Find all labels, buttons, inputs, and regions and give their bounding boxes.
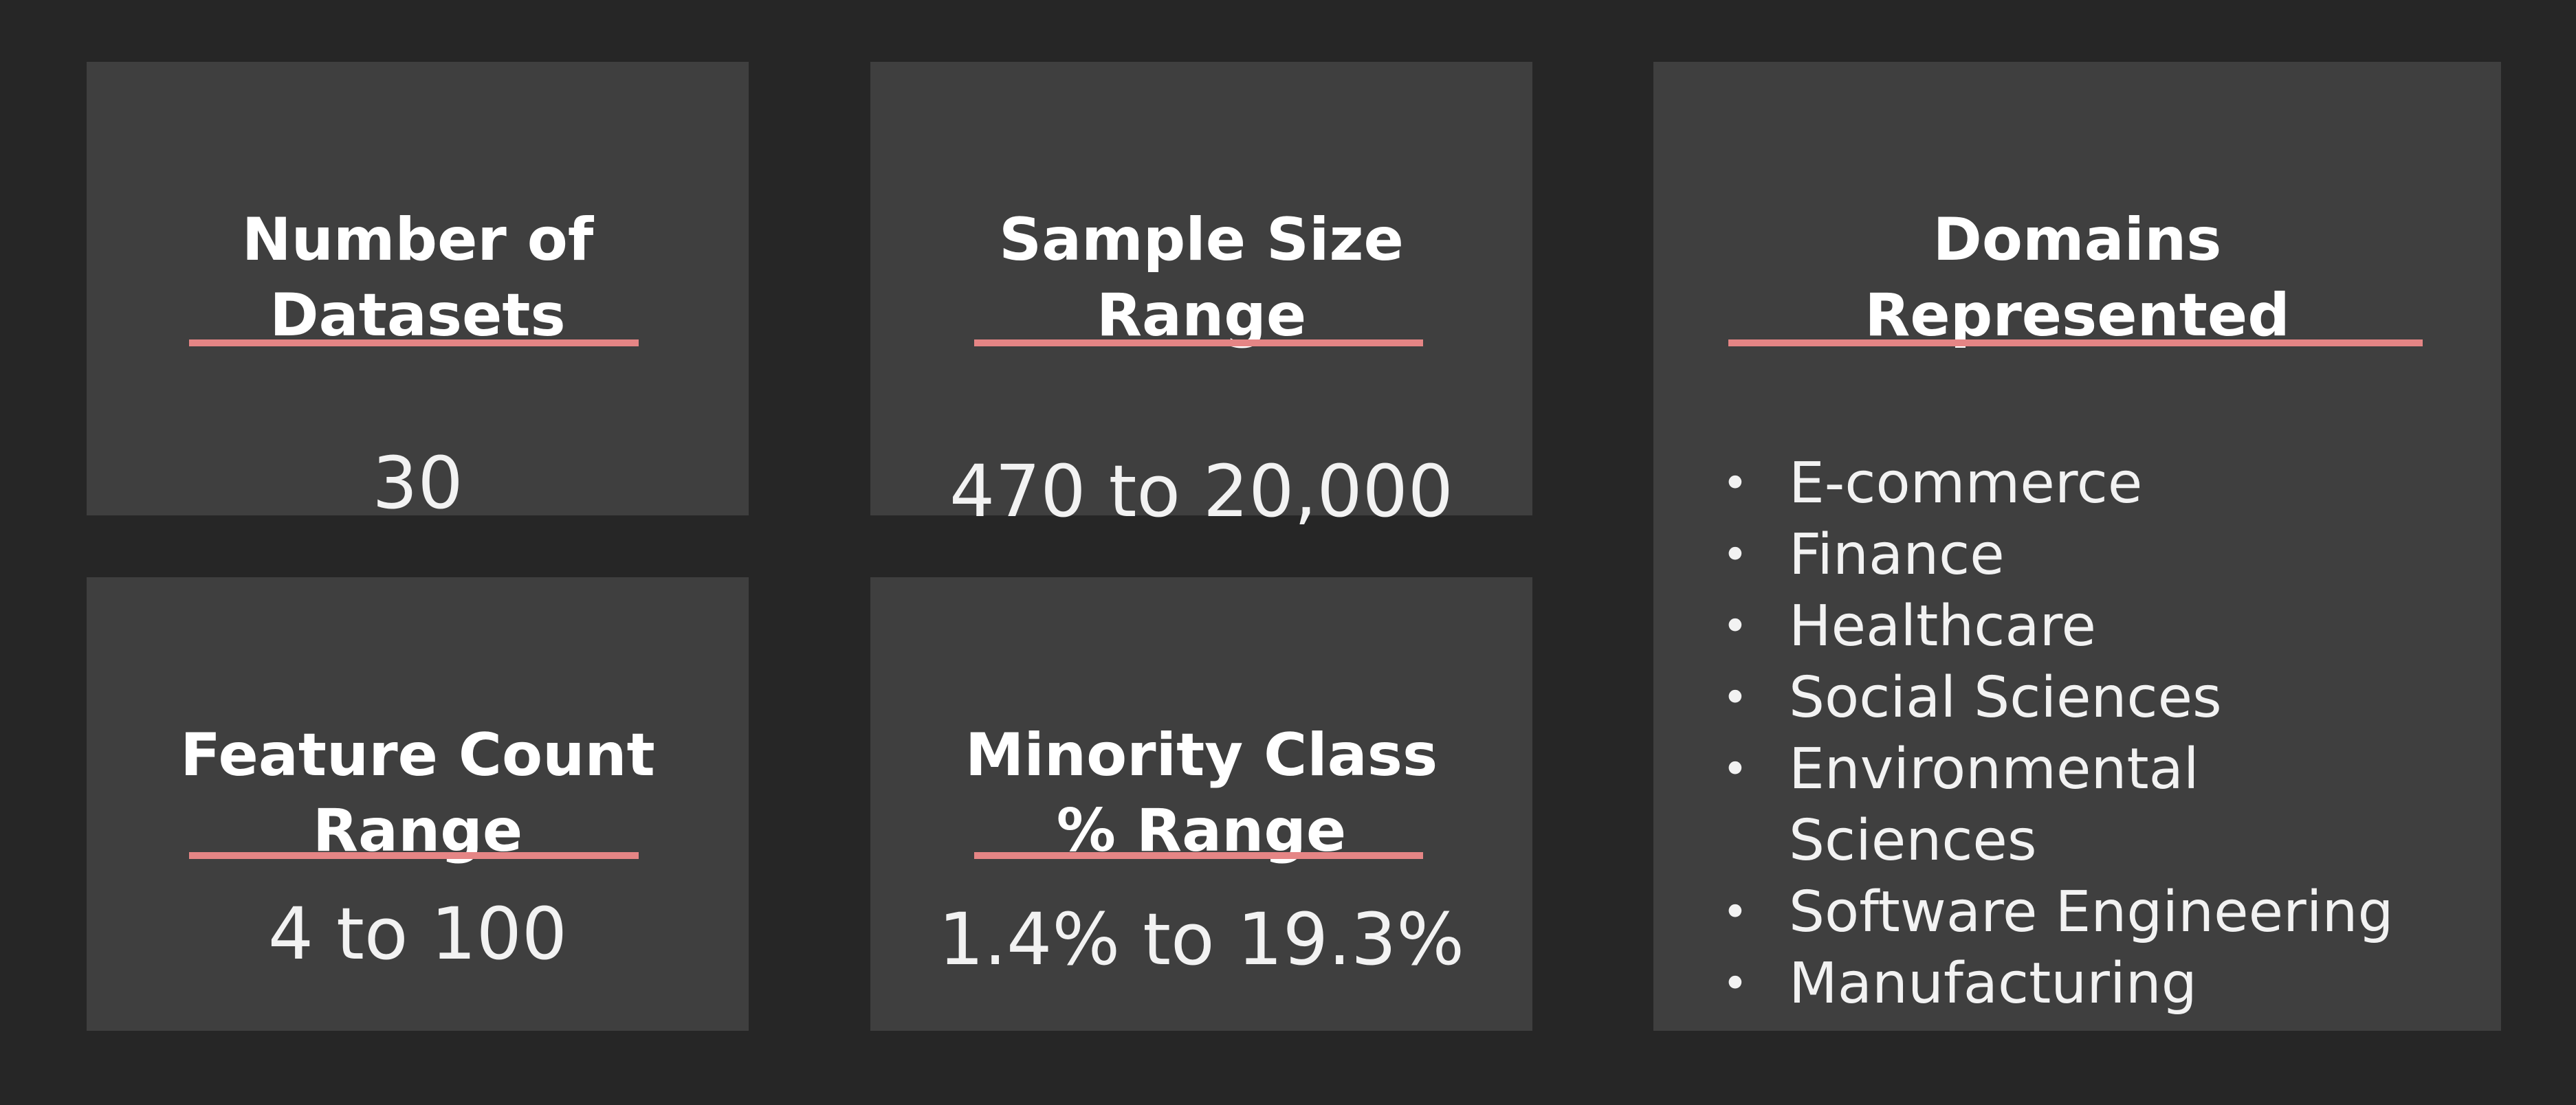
feature-count-title-line1: Feature Count (180, 721, 655, 790)
minority-class-title-line1: Minority Class (965, 721, 1438, 790)
domain-list-item: • E-commerce (1653, 448, 2452, 520)
sample-size-value: 470 to 20,000 (949, 449, 1453, 533)
domain-label: Manufacturing (1789, 951, 2197, 1016)
domain-list-item: • Manufacturing (1653, 948, 2452, 1020)
datasets-title-line1: Number of (241, 205, 594, 274)
bullet-icon: • (1722, 458, 1748, 509)
sample-size-title-line2: Range (1096, 281, 1307, 350)
datasets-card: Number of Datasets 30 (87, 62, 749, 525)
domains-title-line2: Represented (1864, 281, 2290, 350)
domain-list-item: • Finance (1653, 520, 2452, 591)
feature-count-card-title: Feature Count Range (87, 717, 749, 869)
domains-title-line1: Domains (1933, 205, 2222, 274)
bullet-icon: • (1722, 673, 1748, 724)
domains-card: Domains Represented • E-commerce • Finance… (1653, 62, 2501, 1031)
sample-size-card-title: Sample Size Range (870, 202, 1532, 353)
sample-size-title-line1: Sample Size (999, 205, 1404, 274)
bullet-icon: • (1722, 959, 1748, 1009)
bullet-icon: • (1722, 601, 1748, 652)
bullet-icon: • (1722, 530, 1748, 581)
domain-label: Healthcare (1789, 594, 2096, 659)
datasets-title-line2: Datasets (269, 281, 566, 350)
feature-count-card: Feature Count Range 4 to 100 (87, 577, 749, 1031)
domains-list: • E-commerce • Finance • Healthcare • Social… (1653, 448, 2452, 1020)
minority-class-divider (974, 852, 1423, 859)
minority-class-card-title: Minority Class % Range (870, 717, 1532, 869)
feature-count-divider (189, 852, 639, 859)
bullet-icon: • (1722, 887, 1748, 938)
domain-label: Social Sciences (1789, 665, 2222, 730)
feature-count-value: 4 to 100 (267, 892, 568, 976)
domain-list-item: • Healthcare (1653, 591, 2452, 662)
domain-list-item: • Environmental Sciences (1653, 734, 2452, 877)
datasets-divider (189, 339, 639, 346)
domain-label: Environmental Sciences (1789, 737, 2199, 873)
domain-label: Software Engineering (1789, 880, 2394, 945)
domain-label: Finance (1789, 522, 2005, 588)
domains-divider (1728, 339, 2423, 346)
domain-list-item: • Software Engineering (1653, 877, 2452, 948)
minority-class-value: 1.4% to 19.3% (938, 897, 1465, 981)
datasets-card-title: Number of Datasets (87, 202, 749, 353)
domain-list-item: • Social Sciences (1653, 662, 2452, 734)
sample-size-card: Sample Size Range 470 to 20,000 (870, 62, 1532, 533)
domain-label: E-commerce (1789, 451, 2143, 516)
datasets-value: 30 (372, 441, 463, 525)
minority-class-card: Minority Class % Range 1.4% to 19.3% (870, 577, 1532, 1031)
sample-size-divider (974, 339, 1423, 346)
bullet-icon: • (1722, 744, 1748, 795)
domains-card-title: Domains Represented (1653, 202, 2501, 353)
